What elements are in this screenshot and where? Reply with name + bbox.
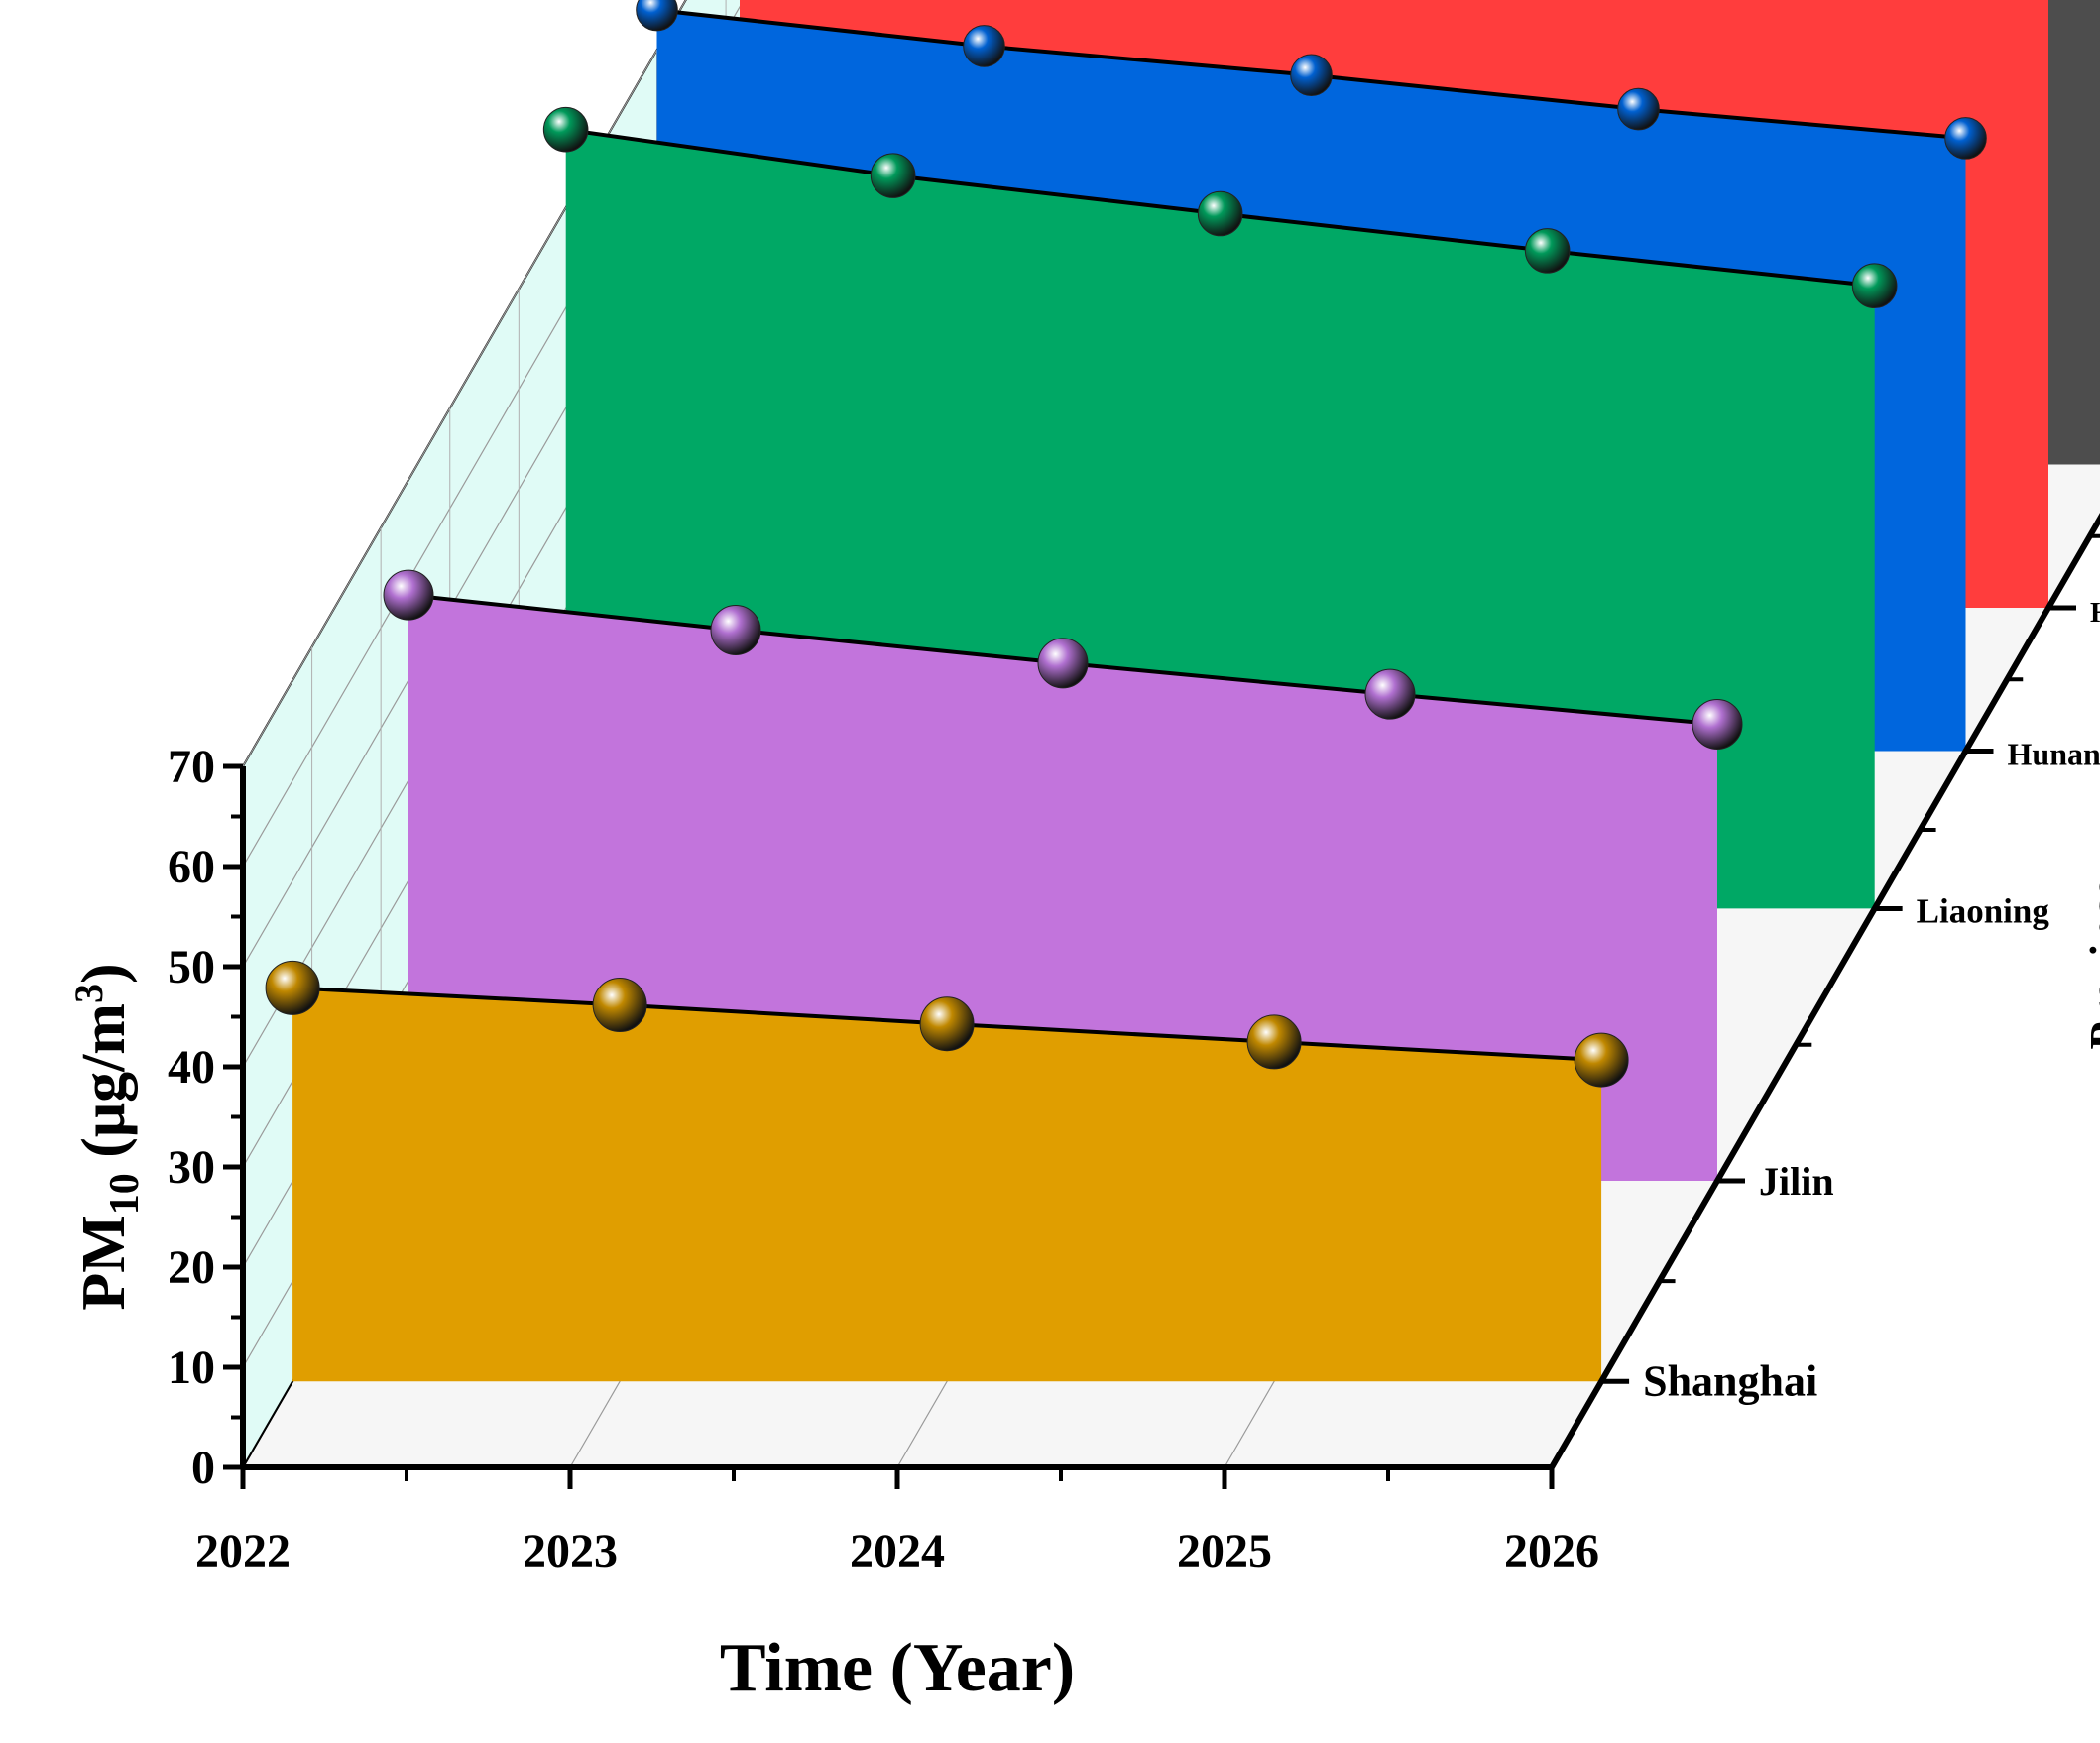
y-axis-title-unit-superscript: 3 [66, 984, 111, 1003]
data-point-jilin-2026 [1692, 698, 1743, 750]
z-tick-label-shanghai: Shanghai [1643, 1356, 1817, 1405]
y-tick-label: 50 [168, 941, 215, 993]
x-tick-label: 2023 [523, 1525, 618, 1577]
z-tick-label-hunan: Hunan [2008, 737, 2100, 772]
data-point-hunan-2025 [1617, 87, 1660, 131]
data-point-hunan-2026 [1944, 117, 1987, 160]
data-point-liaoning-2026 [1851, 263, 1898, 309]
y-tick-label: 0 [191, 1442, 215, 1494]
data-point-liaoning-2022 [542, 106, 589, 153]
data-point-liaoning-2025 [1524, 228, 1571, 274]
y-tick-label: 70 [168, 741, 215, 793]
x-tick-label: 2025 [1177, 1525, 1272, 1577]
y-tick-label: 30 [168, 1141, 215, 1194]
y-axis-title-close: ) [70, 963, 138, 984]
data-point-jilin-2024 [1037, 638, 1089, 689]
data-point-shanghai-2026 [1574, 1032, 1629, 1088]
y-tick-label: 10 [168, 1341, 215, 1394]
y-axis-title-main: PM [70, 1215, 138, 1310]
y-axis-title-unit: (μg/m [70, 1003, 138, 1173]
z-tick-label-jilin: Jilin [1759, 1159, 1834, 1204]
data-point-jilin-2025 [1364, 668, 1416, 720]
y-tick-label: 40 [168, 1041, 215, 1094]
x-tick-label: 2022 [195, 1525, 291, 1577]
data-point-liaoning-2024 [1197, 190, 1243, 237]
data-point-jilin-2022 [383, 569, 434, 621]
z-axis-title: Province [2080, 878, 2100, 1050]
y-tick-label: 20 [168, 1241, 215, 1294]
series-area [292, 988, 1602, 1382]
x-axis-title: Time (Year) [720, 1630, 1075, 1706]
data-point-shanghai-2025 [1246, 1014, 1302, 1070]
data-point-shanghai-2022 [265, 960, 320, 1015]
data-point-hunan-2022 [636, 0, 678, 32]
y-axis-title-subscript: 10 [102, 1173, 148, 1215]
z-tick-label-hebei: Hebei [2090, 597, 2100, 629]
data-point-shanghai-2023 [592, 978, 647, 1033]
y-tick-label: 60 [168, 841, 215, 893]
z-tick-label-liaoning: Liaoning [1917, 891, 2050, 930]
data-point-liaoning-2023 [870, 153, 916, 198]
y-axis-title: PM10 (μg/m3) [66, 963, 148, 1310]
chart-axes: 0 10 20 30 40 50 60 70 2022 2023 2024 2025 2026 Shang… [168, 513, 2100, 1577]
data-point-hunan-2024 [1290, 54, 1333, 97]
series-shanghai [265, 960, 1629, 1382]
data-point-hunan-2023 [963, 25, 1005, 67]
x-tick-label: 2026 [1504, 1525, 1599, 1577]
data-point-jilin-2023 [710, 605, 761, 655]
data-point-shanghai-2024 [919, 996, 975, 1052]
chart-series [265, 0, 2100, 1382]
x-tick-label: 2024 [850, 1525, 945, 1577]
